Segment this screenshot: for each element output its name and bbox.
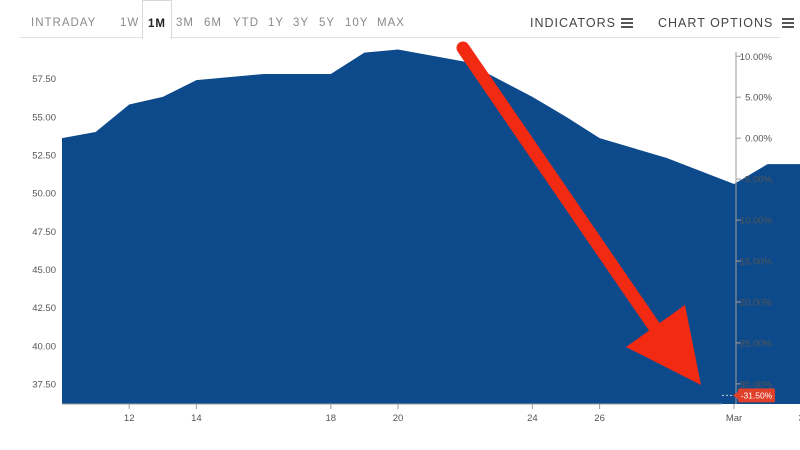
- range-3y[interactable]: 3Y: [293, 17, 310, 29]
- range-1m[interactable]: 1M: [142, 0, 172, 39]
- y-tick-label: 57.50: [32, 74, 56, 85]
- x-tick-label: Mar: [726, 413, 742, 424]
- y-tick-label: 47.50: [32, 227, 56, 238]
- y-tick-label: 45.00: [32, 265, 56, 276]
- y-right-tick-label: -15.00%: [737, 256, 773, 267]
- x-tick-label: 3: [799, 413, 800, 424]
- y-tick-label: 37.50: [32, 380, 56, 391]
- current-change-label: -31.50%: [741, 391, 773, 401]
- y-tick-label: 50.00: [32, 189, 56, 200]
- y-tick-label: 55.00: [32, 112, 56, 123]
- toolbar-divider-right: [170, 37, 780, 38]
- y-right-tick-label: -5.00%: [742, 175, 773, 186]
- y-right-tick-label: -20.00%: [737, 297, 773, 308]
- range-ytd[interactable]: YTD: [233, 17, 259, 29]
- chart-options-button[interactable]: CHART OPTIONS: [658, 0, 795, 38]
- range-1w[interactable]: 1W: [120, 17, 140, 29]
- range-10y[interactable]: 10Y: [345, 17, 369, 29]
- x-tick-label: 18: [326, 413, 337, 424]
- y-tick-label: 52.50: [32, 150, 56, 161]
- y-right-tick-label: 0.00%: [745, 134, 772, 145]
- y-right-tick-label: -30.00%: [737, 379, 773, 390]
- y-right-tick-label: -10.00%: [737, 216, 773, 227]
- range-6m[interactable]: 6M: [204, 17, 222, 29]
- x-tick-label: 14: [191, 413, 202, 424]
- range-5y[interactable]: 5Y: [319, 17, 336, 29]
- price-area: [62, 49, 800, 404]
- chart-options-label: CHART OPTIONS: [658, 16, 774, 30]
- annotation-arrow-shaft: [456, 41, 669, 345]
- indicators-label: INDICATORS: [530, 16, 616, 30]
- range-max[interactable]: MAX: [377, 17, 405, 29]
- range-1y[interactable]: 1Y: [268, 17, 285, 29]
- x-tick-label: 12: [124, 413, 135, 424]
- menu-icon: [782, 18, 795, 28]
- toolbar-divider-left: [20, 37, 142, 38]
- y-right-tick-label: 5.00%: [745, 93, 772, 104]
- indicators-button[interactable]: INDICATORS: [530, 0, 633, 38]
- y-right-tick-label: 10.00%: [740, 52, 773, 63]
- y-right-tick-label: -25.00%: [737, 338, 773, 349]
- current-change-badge: [738, 388, 775, 403]
- chart-toolbar: INTRADAY 1W 1M 3M 6M YTD 1Y 3Y 5Y 10Y MA…: [0, 0, 800, 40]
- x-tick-label: 20: [393, 413, 404, 424]
- range-intraday[interactable]: INTRADAY: [31, 17, 97, 29]
- y-tick-label: 42.50: [32, 303, 56, 314]
- annotation-arrow-head: [626, 305, 701, 385]
- range-3m[interactable]: 3M: [176, 17, 194, 29]
- menu-icon: [620, 18, 633, 28]
- badge-pointer: [733, 391, 739, 400]
- y-tick-label: 40.00: [32, 341, 56, 352]
- x-tick-label: 24: [527, 413, 538, 424]
- x-tick-label: 26: [594, 413, 605, 424]
